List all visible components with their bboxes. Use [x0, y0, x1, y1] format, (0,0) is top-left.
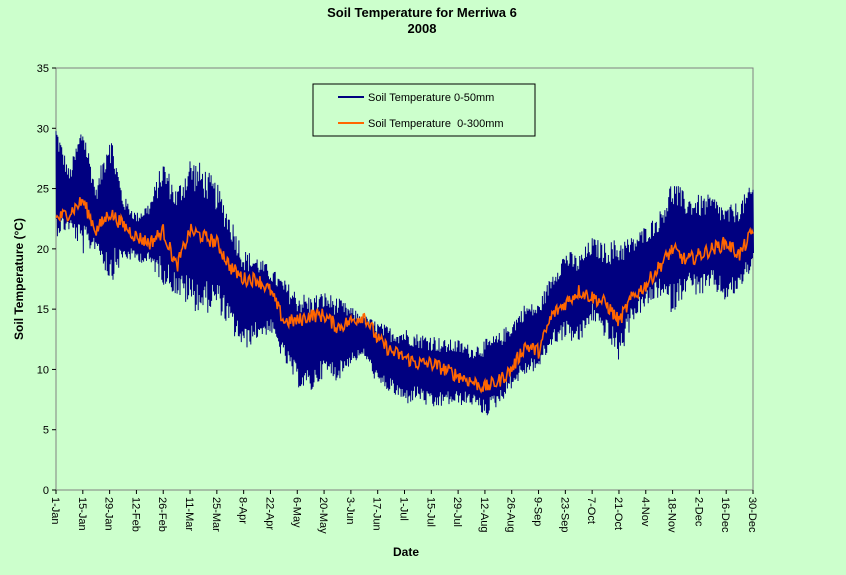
x-tick-label: 26-Feb — [156, 497, 168, 532]
x-tick-label: 26-Aug — [505, 497, 517, 532]
y-tick-label: 10 — [37, 364, 49, 376]
x-tick-label: 11-Mar — [183, 497, 195, 531]
x-tick-label: 1-Jul — [398, 497, 410, 521]
x-tick-label: 12-Feb — [129, 497, 141, 532]
x-axis-label: Date — [393, 545, 419, 559]
x-tick-label: 20-May — [317, 497, 329, 534]
series-line-0-50mm — [55, 131, 754, 416]
chart-subtitle: 2008 — [408, 21, 437, 36]
x-tick-label: 7-Oct — [585, 497, 597, 524]
y-tick-label: 20 — [37, 244, 49, 256]
x-tick-label: 18-Nov — [666, 497, 678, 533]
y-tick-label: 15 — [37, 304, 49, 316]
y-tick-label: 30 — [37, 123, 49, 135]
x-tick-label: 6-May — [290, 497, 302, 528]
y-tick-label: 25 — [37, 184, 49, 196]
x-tick-label: 8-Apr — [237, 497, 249, 524]
x-tick-label: 29-Jul — [451, 497, 463, 527]
legend-box — [312, 83, 536, 137]
x-tick-label: 15-Jan — [76, 497, 88, 531]
legend-label-0-300mm: Soil Temperature 0-300mm — [368, 118, 504, 130]
y-tick-label: 0 — [43, 485, 49, 497]
x-tick-label: 12-Aug — [478, 497, 490, 532]
x-tick-label: 30-Dec — [746, 497, 758, 533]
x-tick-label: 29-Jan — [103, 497, 115, 531]
y-axis-label: Soil Temperature (°C) — [12, 218, 26, 340]
y-tick-label: 35 — [37, 63, 49, 75]
y-axis: 0 5 10 15 20 25 30 35 — [37, 63, 56, 497]
x-tick-label: 22-Apr — [263, 497, 275, 530]
x-tick-label: 16-Dec — [719, 497, 731, 533]
x-tick-label: 17-Jun — [371, 497, 383, 531]
x-tick-label: 1-Jan — [49, 497, 61, 525]
series-layer — [55, 131, 754, 416]
x-tick-label: 23-Sep — [558, 497, 570, 532]
legend-label-0-50mm: Soil Temperature 0-50mm — [368, 92, 494, 104]
x-tick-label: 21-Oct — [612, 497, 624, 530]
x-tick-label: 15-Jul — [424, 497, 436, 527]
x-tick-label: 4-Nov — [639, 497, 651, 527]
x-tick-label: 3-Jun — [344, 497, 356, 525]
y-tick-label: 5 — [43, 425, 49, 437]
x-tick-label: 9-Sep — [532, 497, 544, 526]
chart-title: Soil Temperature for Merriwa 6 — [327, 5, 517, 20]
x-tick-label: 2-Dec — [692, 497, 704, 527]
series-line-0-300mm — [55, 197, 754, 394]
x-tick-label: 25-Mar — [210, 497, 222, 532]
x-axis: 1-Jan 15-Jan 29-Jan 12-Feb 26-Feb 11-Mar 25-Ma… — [49, 490, 758, 534]
legend: Soil Temperature 0-50mm Soil Temperature… — [312, 83, 536, 137]
